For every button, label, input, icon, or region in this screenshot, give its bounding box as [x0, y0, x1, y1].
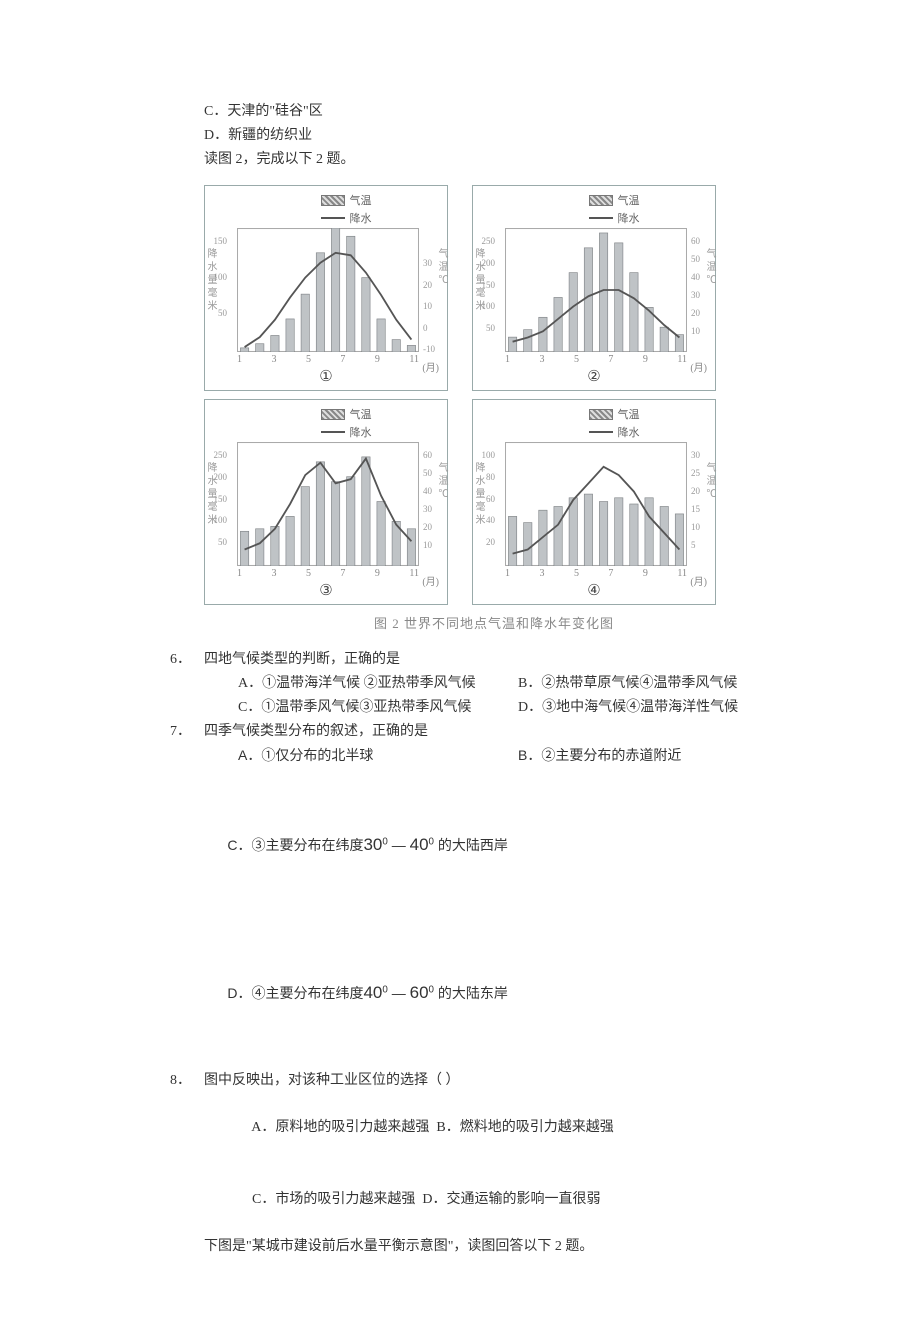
- legend-bar-label: 气温: [618, 192, 640, 208]
- legend-line-label: 降水: [618, 424, 640, 440]
- panel-label: ③: [215, 581, 437, 600]
- prev-option-d: D．新疆的纺织业: [170, 124, 780, 148]
- prev-option-c: C．天津的"硅谷"区: [170, 100, 780, 124]
- q8-number: 8．: [170, 1069, 204, 1093]
- climate-chart-1: 气温降水降水量毫米气温℃50100150-1001020301357911(月)…: [204, 185, 448, 391]
- q6-stem: 四地气候类型的判断，正确的是: [204, 648, 780, 672]
- legend-line-label: 降水: [350, 424, 372, 440]
- legend-line-label: 降水: [618, 210, 640, 226]
- climate-chart-4: 气温降水降水量毫米气温℃2040608010051015202530135791…: [472, 399, 716, 605]
- figure-2: 气温降水降水量毫米气温℃50100150-1001020301357911(月)…: [204, 185, 780, 632]
- legend-bar-label: 气温: [350, 192, 372, 208]
- q7-option-a: A．①仅分布的北半球: [238, 747, 373, 763]
- q6-option-d: D．③地中海气候④温带海洋性气候: [518, 696, 780, 720]
- q6-option-c: C．①温带季风气候③亚热带季风气候: [238, 696, 518, 720]
- q8-options-cd: C．市场的吸引力越来越强 D．交通运输的影响一直很弱: [170, 1164, 780, 1235]
- q7-stem: 四季气候类型分布的叙述，正确的是: [204, 720, 780, 744]
- q6-option-a: A．①温带海洋气候 ②亚热带季风气候: [238, 672, 518, 696]
- q7-number: 7．: [170, 720, 204, 744]
- panel-label: ①: [215, 367, 437, 386]
- legend-bar-label: 气温: [618, 406, 640, 422]
- panel-label: ②: [483, 367, 705, 386]
- panel-label: ④: [483, 581, 705, 600]
- legend-bar-label: 气温: [350, 406, 372, 422]
- q7-option-d: D．④主要分布在纬度400 — 600 的大陆东岸: [204, 985, 508, 1030]
- q8-stem: 图中反映出，对该种工业区位的选择（ ）: [204, 1069, 780, 1093]
- legend-line-label: 降水: [350, 210, 372, 226]
- q7-option-c: C．③主要分布在纬度300 — 400 的大陆西岸: [204, 837, 508, 882]
- figure-intro: 读图 2，完成以下 2 题。: [170, 148, 780, 172]
- figure-caption: 图 2 世界不同地点气温和降水年变化图: [238, 613, 750, 632]
- next-figure-intro: 下图是"某城市建设前后水量平衡示意图"，读图回答以下 2 题。: [170, 1235, 780, 1259]
- climate-chart-3: 气温降水降水量毫米气温℃5010015020025010203040506013…: [204, 399, 448, 605]
- q8-options-ab: A．原料地的吸引力越来越强 B．燃料地的吸引力越来越强: [170, 1093, 780, 1164]
- q6-number: 6．: [170, 648, 204, 672]
- q7-option-b: B．②主要分布的赤道附近: [518, 747, 681, 763]
- climate-chart-2: 气温降水降水量毫米气温℃5010015020025010203040506013…: [472, 185, 716, 391]
- q6-option-b: B．②热带草原气候④温带季风气候: [518, 672, 780, 696]
